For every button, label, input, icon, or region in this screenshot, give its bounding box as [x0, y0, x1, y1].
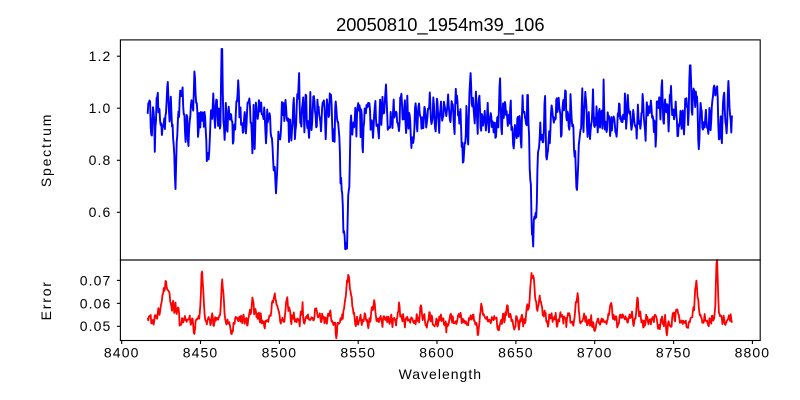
svg-text:Error: Error [38, 280, 54, 320]
svg-text:0.8: 0.8 [89, 152, 112, 168]
svg-text:20050810_1954m39_106: 20050810_1954m39_106 [336, 14, 544, 36]
svg-text:8750: 8750 [656, 344, 692, 360]
svg-text:0.6: 0.6 [89, 204, 112, 220]
svg-text:8500: 8500 [262, 344, 298, 360]
svg-text:8650: 8650 [498, 344, 534, 360]
svg-text:8550: 8550 [340, 344, 376, 360]
svg-text:8800: 8800 [735, 344, 771, 360]
svg-text:Wavelength: Wavelength [399, 366, 482, 382]
svg-text:8600: 8600 [419, 344, 455, 360]
svg-text:Spectrum: Spectrum [38, 113, 54, 187]
svg-text:0.06: 0.06 [80, 295, 112, 311]
svg-text:1.0: 1.0 [89, 100, 112, 116]
svg-text:1.2: 1.2 [89, 48, 112, 64]
svg-text:0.07: 0.07 [80, 272, 112, 288]
svg-text:8700: 8700 [577, 344, 613, 360]
svg-text:8400: 8400 [104, 344, 140, 360]
svg-text:0.05: 0.05 [80, 318, 112, 334]
svg-text:8450: 8450 [183, 344, 219, 360]
